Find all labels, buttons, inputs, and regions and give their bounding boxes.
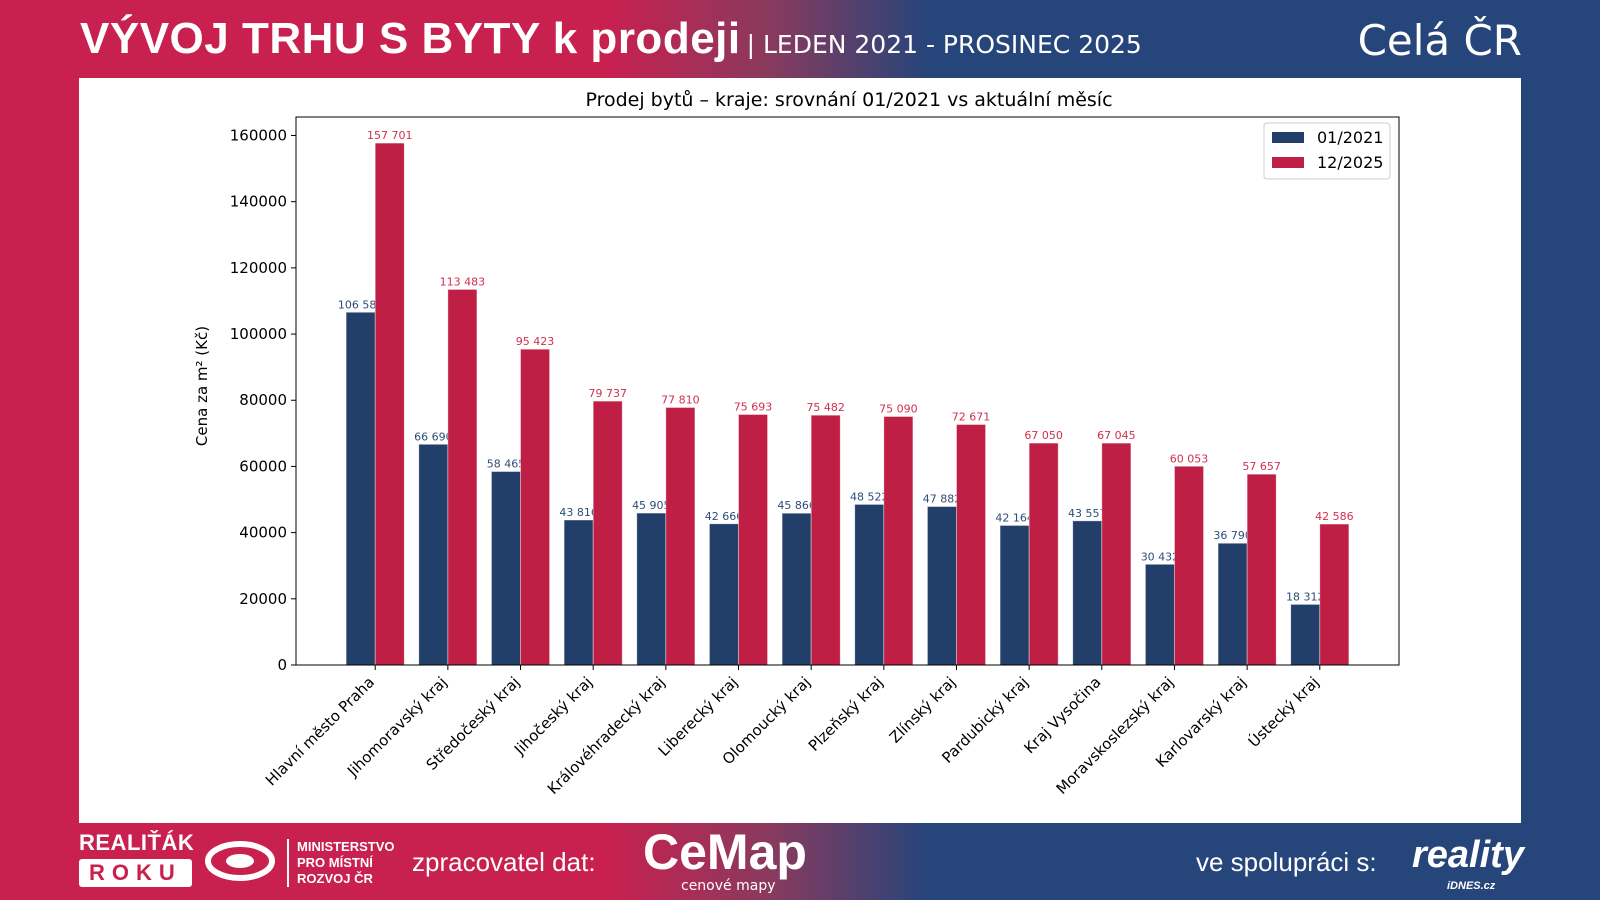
processor-label: zpracovatel dat: — [412, 847, 596, 877]
data-label: 43 816 — [559, 506, 598, 519]
bar-2021 — [1290, 603, 1321, 666]
data-label: 47 882 — [923, 493, 962, 506]
legend-label-2021: 01/2021 — [1317, 128, 1383, 147]
y-tick-label: 20000 — [239, 590, 287, 608]
bar-2025 — [447, 289, 478, 666]
y-tick-label: 160000 — [230, 126, 287, 144]
bar-2025 — [374, 142, 405, 666]
data-label: 43 557 — [1068, 507, 1107, 520]
bar-2025 — [1174, 465, 1204, 666]
region-label: Celá ČR — [1357, 16, 1522, 65]
reality-idnes-logo: reality — [1412, 834, 1524, 876]
data-label: 67 050 — [1024, 429, 1063, 442]
bar-2021 — [781, 512, 812, 666]
plot-frame — [295, 116, 1400, 666]
y-tick-label: 120000 — [230, 259, 287, 277]
bar-2021 — [999, 525, 1030, 666]
legend-label-2025: 12/2025 — [1317, 153, 1383, 172]
x-tick-label: Ústecký kraj — [1244, 672, 1323, 751]
bar-2021 — [345, 311, 376, 666]
bar-2021 — [1072, 520, 1103, 666]
ministry-emblem-icon — [205, 841, 275, 881]
data-label: 67 045 — [1097, 429, 1136, 442]
realitak-roku-logo: REALIŤÁK ROKU — [79, 831, 194, 887]
data-label: 75 482 — [806, 401, 845, 414]
ministry-line: MINISTERSTVO — [297, 839, 395, 854]
data-label: 75 090 — [879, 402, 918, 415]
data-label: 42 586 — [1315, 510, 1354, 523]
cemap-subtitle: cenové mapy — [681, 878, 776, 894]
bar-2021 — [418, 443, 449, 666]
bar-2021 — [1217, 542, 1248, 666]
data-label: 95 423 — [516, 335, 555, 348]
bar-2025 — [1028, 442, 1059, 666]
chart-panel: Prodej bytů – kraje: srovnání 01/2021 vs… — [79, 78, 1521, 823]
legend: 01/2021 12/2025 — [1263, 122, 1391, 180]
data-label: 66 690 — [414, 430, 453, 443]
data-label: 57 657 — [1242, 460, 1281, 473]
x-tick-label: Královéhradecký kraj — [544, 673, 669, 798]
data-label: 45 866 — [777, 499, 816, 512]
data-label: 60 053 — [1170, 452, 1209, 465]
idnes-subtitle: iDNES.cz — [1447, 880, 1496, 892]
ministry-line: PRO MÍSTNÍ — [297, 855, 373, 870]
bar-2025 — [520, 348, 550, 666]
chart-title: Prodej bytů – kraje: srovnání 01/2021 vs… — [585, 89, 1112, 111]
period-label: | LEDEN 2021 - PROSINEC 2025 — [746, 30, 1142, 59]
bar-2021 — [636, 512, 667, 666]
x-tick-label: Plzeňský kraj — [805, 673, 887, 755]
y-tick-label: 80000 — [239, 391, 287, 409]
bar-2021 — [854, 504, 885, 666]
realitak-text: REALIŤÁK — [79, 830, 195, 855]
cemap-logo: CeMap — [643, 824, 807, 880]
legend-swatch-2025 — [1272, 157, 1304, 168]
data-label: 18 312 — [1286, 590, 1325, 603]
ministry-line: ROZVOJ ČR — [297, 871, 373, 886]
header-title: VÝVOJ TRHU S BYTY k prodeji | LEDEN 2021 … — [80, 14, 1142, 64]
bar-2021 — [709, 523, 739, 666]
ministry-logo-text: MINISTERSTVO PRO MÍSTNÍ ROZVOJ ČR — [287, 839, 395, 887]
y-tick-label: 0 — [277, 656, 287, 674]
bar-2025 — [883, 416, 914, 666]
data-label: 106 585 — [338, 298, 384, 311]
bar-2025 — [1319, 523, 1350, 666]
bar-2025 — [1101, 442, 1132, 666]
cooperation-label: ve spolupráci s: — [1196, 847, 1377, 877]
data-label: 75 693 — [734, 400, 773, 413]
bar-2021 — [927, 506, 957, 666]
data-label: 72 671 — [952, 410, 991, 423]
bar-2025 — [956, 424, 986, 666]
bar-2025 — [738, 414, 768, 666]
bar-2021 — [1145, 563, 1175, 666]
bar-chart: Prodej bytů – kraje: srovnání 01/2021 vs… — [193, 89, 1400, 798]
data-label: 157 701 — [367, 129, 413, 142]
bar-2021 — [491, 471, 521, 666]
bar-2025 — [665, 407, 696, 666]
y-axis-label: Cena za m² (Kč) — [193, 326, 211, 446]
data-label: 77 810 — [661, 393, 700, 406]
bar-2025 — [592, 400, 623, 666]
x-tick-label: Moravskoslezský kraj — [1053, 673, 1178, 798]
data-label: 58 465 — [487, 458, 526, 471]
data-label: 30 432 — [1141, 550, 1180, 563]
legend-swatch-2021 — [1272, 132, 1304, 143]
data-label: 48 522 — [850, 490, 889, 503]
y-tick-label: 40000 — [239, 524, 287, 542]
data-label: 113 483 — [440, 275, 486, 288]
data-label: 79 737 — [588, 387, 627, 400]
data-label: 42 164 — [995, 511, 1034, 524]
y-tick-label: 100000 — [230, 325, 287, 343]
roku-text: ROKU — [79, 859, 192, 887]
bar-2021 — [563, 519, 594, 666]
x-tick-label: Zlínský kraj — [886, 673, 960, 747]
y-tick-label: 60000 — [239, 457, 287, 475]
data-label: 42 666 — [705, 510, 744, 523]
data-label: 36 790 — [1213, 529, 1252, 542]
bar-2025 — [1246, 473, 1277, 666]
page-title: VÝVOJ TRHU S BYTY k prodeji — [80, 14, 741, 63]
footer: REALIŤÁK ROKU MINISTERSTVO PRO MÍSTNÍ RO… — [0, 823, 1600, 900]
y-tick-label: 140000 — [230, 193, 287, 211]
bar-2025 — [810, 414, 841, 666]
data-label: 45 905 — [632, 499, 671, 512]
